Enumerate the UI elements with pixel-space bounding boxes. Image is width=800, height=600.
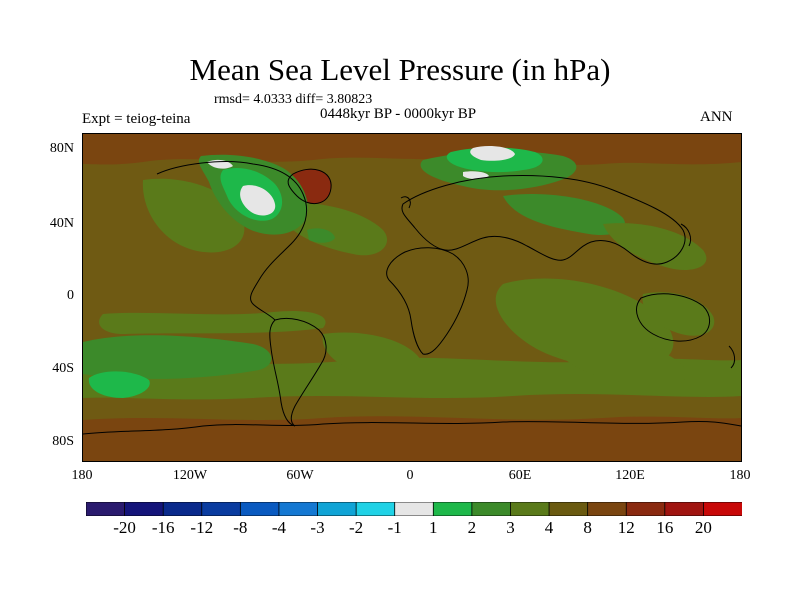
colorbar-label: -8 xyxy=(233,518,248,537)
greenland-coast xyxy=(287,168,332,204)
colorbar-swatch xyxy=(124,501,165,517)
africa-coast xyxy=(386,247,469,355)
colorbar-swatch xyxy=(432,501,473,517)
colorbar-label: 20 xyxy=(694,518,712,537)
colorbar-swatch xyxy=(510,501,550,517)
east-asia-green xyxy=(603,223,707,270)
lon-tick-label: 60E xyxy=(508,468,532,483)
uk-coast xyxy=(400,196,411,209)
stats-text: rmsd= 4.0333 diff= 3.80823 xyxy=(214,92,373,107)
central-asia-green xyxy=(503,194,625,236)
lon-tick-label: 120E xyxy=(615,468,645,483)
colorbar-swatch xyxy=(548,501,589,517)
lat-tick-label: 40S xyxy=(52,361,74,376)
lon-tick-label: 180 xyxy=(729,468,751,483)
north-america-white xyxy=(240,185,276,216)
colorbar-swatch xyxy=(587,501,628,517)
colorbar-swatch xyxy=(85,501,126,517)
colorbar-label: 1 xyxy=(429,518,438,537)
colorbar-swatch xyxy=(278,501,319,517)
lon-tick-label: 60W xyxy=(286,468,314,483)
colorbar-swatch xyxy=(625,501,666,517)
eurasia-coast xyxy=(401,175,686,265)
australia-green xyxy=(642,292,715,336)
north-america-coast xyxy=(156,161,307,321)
colorbar-label: -20 xyxy=(113,518,136,537)
antarctic-band xyxy=(83,416,741,461)
eurasia-white xyxy=(470,146,515,161)
eurasia-white-2 xyxy=(463,171,489,179)
south-america-coast xyxy=(269,317,327,427)
antarctica-coast xyxy=(83,421,741,435)
colorbar-swatch xyxy=(664,501,705,517)
colorbar-swatch xyxy=(162,501,203,517)
colorbar-label: -3 xyxy=(310,518,325,537)
east-pacific-green xyxy=(322,332,424,382)
map-panel xyxy=(82,133,742,462)
colorbar-swatches xyxy=(85,501,743,517)
season-label: ANN xyxy=(700,109,733,125)
japan-coast xyxy=(680,223,692,247)
colorbar-swatch xyxy=(317,501,358,517)
tropical-atlantic-green xyxy=(307,228,335,243)
colorbar-label: 3 xyxy=(506,518,515,537)
colorbar-label: 12 xyxy=(617,518,635,537)
pacific-band xyxy=(99,310,326,334)
south-pacific-bright xyxy=(88,371,150,398)
colorbar-swatch xyxy=(471,501,512,517)
chart-title: Mean Sea Level Pressure (in hPa) xyxy=(189,52,611,87)
colorbar-label: -16 xyxy=(151,518,175,537)
new-zealand-coast xyxy=(728,345,736,369)
colorbar-label: -2 xyxy=(349,518,364,537)
lat-tick-label: 40N xyxy=(49,216,74,231)
lat-tick-label: 80S xyxy=(52,434,74,449)
colorbar-swatch xyxy=(201,501,242,517)
colorbar-label: 8 xyxy=(583,518,592,537)
colorbar-label: -1 xyxy=(387,518,402,537)
colorbar-label: 4 xyxy=(544,518,554,537)
colorbar-label: -12 xyxy=(190,518,214,537)
colorbar-swatch xyxy=(703,501,743,517)
period-label: 0448kyr BP - 0000kyr BP xyxy=(320,106,477,122)
coastlines xyxy=(83,161,741,435)
indian-ocean-green xyxy=(553,340,687,388)
pressure-field-map xyxy=(83,134,741,461)
colorbar-swatch xyxy=(239,501,280,517)
colorbar-label: 16 xyxy=(656,518,674,537)
lon-tick-label: 0 xyxy=(406,468,414,483)
lon-tick-label: 180 xyxy=(71,468,93,483)
australia-coast xyxy=(636,293,710,342)
colorbar-swatch xyxy=(394,501,435,517)
south-pacific-green xyxy=(83,335,272,379)
colorbar-label: 2 xyxy=(467,518,477,537)
lon-tick-label: 120W xyxy=(172,468,208,483)
colorbar-swatch xyxy=(355,501,396,517)
lat-tick-label: 0 xyxy=(67,288,74,303)
colorbar xyxy=(85,501,743,521)
experiment-label: Expt = teiog-teina xyxy=(82,111,191,127)
colorbar-label: -4 xyxy=(271,518,287,537)
lat-tick-label: 80N xyxy=(49,141,74,156)
